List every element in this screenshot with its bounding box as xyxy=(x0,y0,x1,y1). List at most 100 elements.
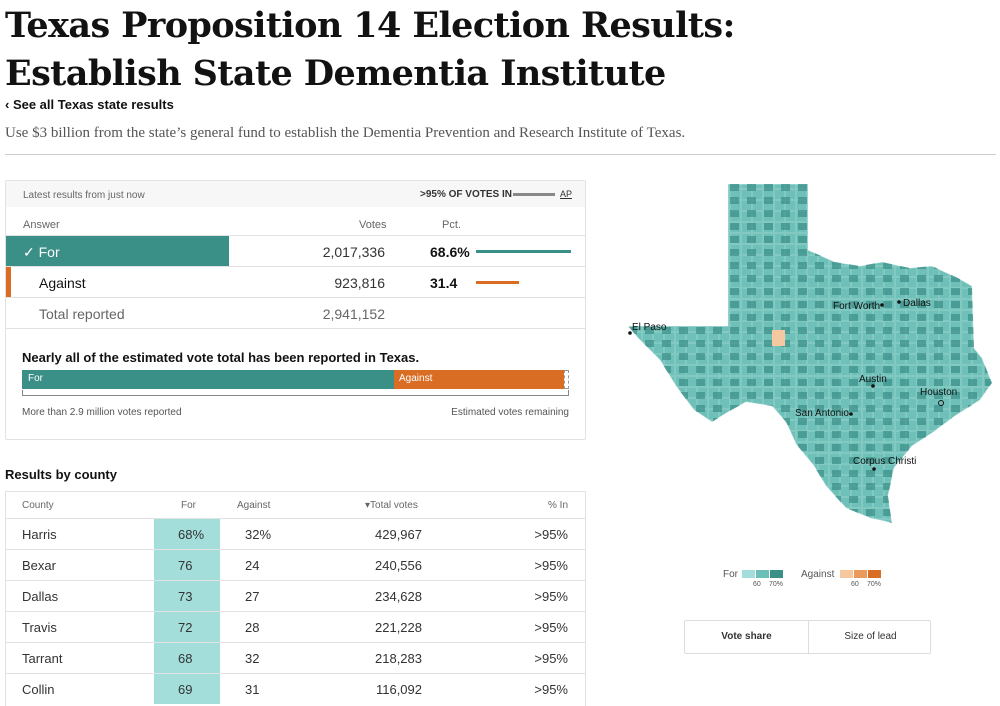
col-for[interactable]: For xyxy=(181,500,196,511)
estimate-bar-remaining xyxy=(564,370,569,389)
county-for-pct: 68% xyxy=(178,527,205,542)
estimate-bar-against xyxy=(394,370,564,389)
county-for-shading xyxy=(154,612,220,642)
divider xyxy=(5,154,996,155)
county-name: Collin xyxy=(22,682,55,697)
houston-label: Houston xyxy=(920,387,957,398)
legend-against-label: Against xyxy=(801,569,835,580)
county-results-title: Results by county xyxy=(5,467,117,482)
county-name: Bexar xyxy=(22,558,56,573)
col-votes: Votes xyxy=(359,219,387,231)
el-paso-label: El Paso xyxy=(632,322,667,333)
map-legend: For 60 70% Against 60 70% xyxy=(723,566,903,590)
city-labels: El Paso Fort Worth Dallas Austin Houston… xyxy=(628,298,957,471)
dallas-label: Dallas xyxy=(903,298,931,309)
col-against[interactable]: Against xyxy=(237,500,271,511)
houston-marker xyxy=(938,400,944,406)
county-for-pct: 69 xyxy=(178,682,193,697)
row-divider xyxy=(6,328,585,329)
el-paso-marker xyxy=(628,331,632,335)
results-card: Latest results from just now >95% OF VOT… xyxy=(5,180,586,440)
estimate-bar-for xyxy=(22,370,394,389)
pct-bar-against xyxy=(476,281,520,284)
county-total-votes: 240,556 xyxy=(375,558,422,573)
county-name: Tarrant xyxy=(22,651,63,666)
legend-for-tick-70: 70% xyxy=(769,581,784,588)
col-total-votes[interactable]: ▾Total votes xyxy=(365,500,418,511)
col-pct-in[interactable]: % In xyxy=(548,500,569,511)
county-against-pct: 28 xyxy=(245,620,260,635)
legend-against-swatch-2 xyxy=(854,570,867,578)
total-label: Total reported xyxy=(39,306,125,322)
county-row[interactable]: Dallas 73 27 234,628 >95% xyxy=(6,580,585,611)
county-for-pct: 72 xyxy=(178,620,193,635)
votes-for: 2,017,336 xyxy=(322,244,385,260)
austin-label: Austin xyxy=(859,374,887,385)
legend-against-tick-70: 70% xyxy=(867,581,882,588)
county-row[interactable]: Harris 68% 32% 429,967 >95% xyxy=(6,518,585,549)
county-row[interactable]: Bexar 76 24 240,556 >95% xyxy=(6,549,585,580)
winner-highlight xyxy=(6,236,229,266)
estimate-bar: For Against xyxy=(22,370,569,389)
estimate-reported-note: More than 2.9 million votes reported xyxy=(22,407,182,418)
austin-marker xyxy=(871,384,875,388)
county-for-shading xyxy=(154,643,220,673)
legend-against-swatch-3 xyxy=(868,570,881,578)
legend-against-swatch-1 xyxy=(840,570,853,578)
pct-bar-for xyxy=(476,250,571,253)
col-answer: Answer xyxy=(23,219,60,231)
county-total-votes: 234,628 xyxy=(375,589,422,604)
size-of-lead-button[interactable]: Size of lead xyxy=(844,631,897,642)
legend-for-swatch-2 xyxy=(756,570,769,578)
county-total-votes: 218,283 xyxy=(375,651,422,666)
county-for-shading xyxy=(154,581,220,611)
total-votes: 2,941,152 xyxy=(322,306,385,322)
result-row-against: Against 923,816 31.4 xyxy=(6,266,585,298)
county-name: Dallas xyxy=(22,589,59,604)
reporting-status: >95% OF VOTES IN xyxy=(420,189,512,200)
estimate-for-label: For xyxy=(28,373,43,384)
estimate-bracket xyxy=(22,390,569,396)
county-for-shading xyxy=(154,674,220,704)
county-against-pct: 32% xyxy=(245,527,272,542)
legend-for-swatch-1 xyxy=(742,570,755,578)
county-pct-in: >95% xyxy=(534,589,568,604)
county-pct-in: >95% xyxy=(534,527,568,542)
legend-for-tick-60: 60 xyxy=(753,581,761,588)
county-pct-in: >95% xyxy=(534,558,568,573)
answer-against: Against xyxy=(39,275,86,291)
county-total-votes: 429,967 xyxy=(375,527,422,542)
pct-against: 31.4 xyxy=(430,275,458,291)
texas-county-shading xyxy=(628,184,992,523)
source-link[interactable]: AP xyxy=(560,189,573,199)
col-county[interactable]: County xyxy=(22,500,54,511)
fort-worth-label: Fort Worth xyxy=(833,301,880,312)
county-for-pct: 68 xyxy=(178,651,193,666)
result-row-total: Total reported 2,941,152 xyxy=(6,297,585,328)
county-against-pct: 32 xyxy=(245,651,260,666)
votes-against: 923,816 xyxy=(334,275,385,291)
legend-for-swatch-3 xyxy=(770,570,783,578)
corpus-christi-marker xyxy=(872,467,876,471)
pct-for: 68.6% xyxy=(430,244,470,260)
county-row[interactable]: Collin 69 31 116,092 >95% xyxy=(6,673,585,704)
texas-county-map[interactable]: El Paso Fort Worth Dallas Austin Houston… xyxy=(620,178,1000,538)
county-pct-in: >95% xyxy=(534,620,568,635)
map-mode-toggle: Vote share Size of lead xyxy=(684,620,931,654)
col-pct: Pct. xyxy=(442,219,461,231)
county-row[interactable]: Travis 72 28 221,228 >95% xyxy=(6,611,585,642)
estimate-title: Nearly all of the estimated vote total h… xyxy=(22,350,420,365)
county-against-pct: 31 xyxy=(245,682,260,697)
county-row[interactable]: Tarrant 68 32 218,283 >95% xyxy=(6,642,585,673)
county-against-pct: 24 xyxy=(245,558,260,573)
page-title: Texas Proposition 14 Election Results: E… xyxy=(5,5,735,94)
vote-share-button[interactable]: Vote share xyxy=(721,631,772,642)
results-card-header: Latest results from just now >95% OF VOT… xyxy=(6,181,585,207)
against-county xyxy=(772,330,785,346)
dallas-marker xyxy=(897,300,901,304)
county-total-votes: 116,092 xyxy=(375,682,422,697)
back-to-state-results-link[interactable]: ‹ See all Texas state results xyxy=(5,97,174,112)
san-antonio-label: San Antonio xyxy=(795,408,849,419)
san-antonio-marker xyxy=(849,412,853,416)
updated-timestamp: Latest results from just now xyxy=(23,190,145,201)
